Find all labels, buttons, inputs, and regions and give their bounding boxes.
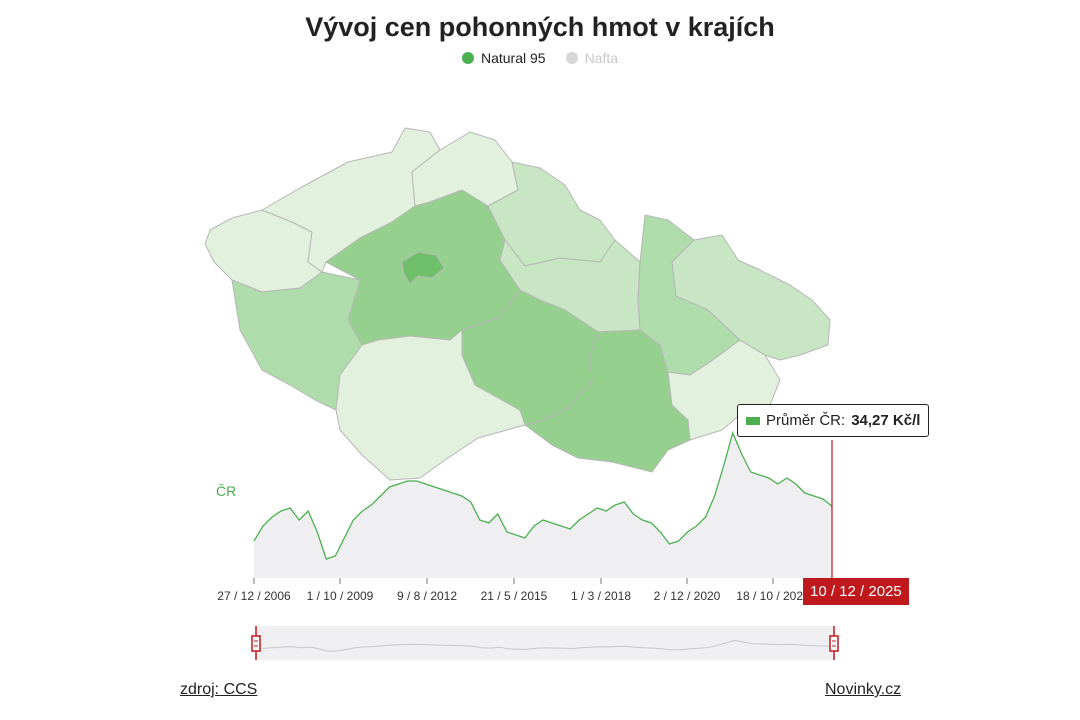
region-jihocesky[interactable] bbox=[335, 329, 526, 481]
x-tick-label: 2 / 12 / 2020 bbox=[654, 589, 721, 603]
legend-label-nafta: Nafta bbox=[584, 50, 619, 66]
navigator-series bbox=[255, 639, 835, 652]
tooltip-swatch bbox=[746, 416, 760, 425]
navigator-track[interactable] bbox=[256, 626, 834, 660]
brand-link[interactable]: Novinky.cz bbox=[825, 681, 902, 698]
tooltip: Průměr ČR: 34,27 Kč/l bbox=[737, 404, 930, 437]
legend-item-nafta[interactable]: Nafta bbox=[565, 50, 619, 66]
legend-dot-natural95 bbox=[461, 52, 474, 64]
navigator-handle-left[interactable] bbox=[251, 626, 261, 660]
region-praha[interactable] bbox=[401, 251, 445, 285]
line-series-cr[interactable] bbox=[253, 431, 833, 560]
x-tick-label: 9 / 8 / 2012 bbox=[397, 589, 457, 603]
x-axis: 27 / 12 / 2006 1 / 10 / 2009 9 / 8 / 2012 2… bbox=[217, 578, 810, 603]
legend-item-natural95[interactable]: Natural 95 bbox=[461, 50, 546, 66]
line-area bbox=[254, 433, 832, 578]
selected-date-badge: 10 / 12 / 2025 bbox=[803, 578, 909, 605]
x-tick-label: 1 / 3 / 2018 bbox=[571, 589, 631, 603]
x-tick-label: 27 / 12 / 2006 bbox=[217, 589, 291, 603]
chart-title: Vývoj cen pohonných hmot v krajích bbox=[305, 12, 775, 42]
x-tick-label: 18 / 10 / 2023 bbox=[736, 589, 810, 603]
navigator-handle-right[interactable] bbox=[829, 626, 839, 660]
legend-label-natural95: Natural 95 bbox=[480, 50, 546, 66]
legend: Natural 95 Nafta bbox=[0, 50, 1080, 66]
region-map bbox=[204, 127, 831, 481]
tooltip-label: Průměr ČR: bbox=[766, 412, 846, 429]
x-tick-label: 1 / 10 / 2009 bbox=[307, 589, 374, 603]
source-link[interactable]: zdroj: CCS bbox=[180, 681, 258, 698]
region-moravskoslezsky[interactable] bbox=[671, 234, 831, 361]
legend-dot-nafta bbox=[565, 52, 578, 64]
tooltip-value: 34,27 Kč/l bbox=[851, 412, 921, 429]
line-series-label: ČR bbox=[216, 483, 236, 499]
x-tick-label: 21 / 5 / 2015 bbox=[481, 589, 548, 603]
